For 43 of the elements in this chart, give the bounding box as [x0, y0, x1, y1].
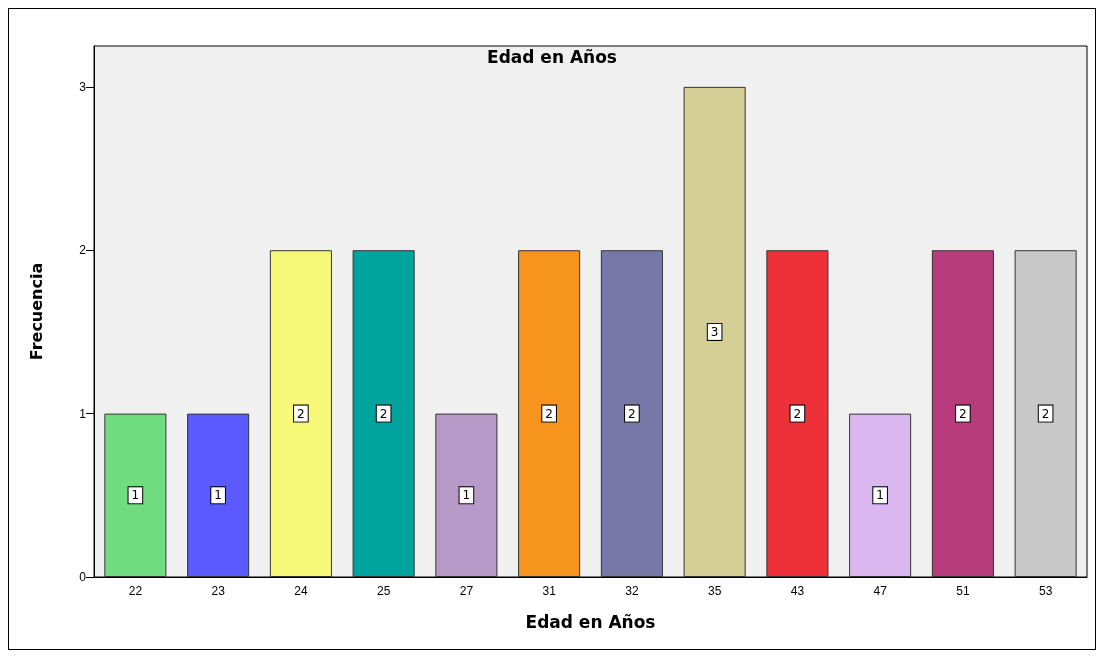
bar — [518, 250, 581, 577]
y-axis-title: Frecuencia — [26, 262, 46, 361]
bar — [104, 413, 167, 577]
x-tick-label: 32 — [625, 584, 639, 598]
y-tick-label: 3 — [79, 79, 87, 94]
x-tick-label: 31 — [542, 584, 557, 598]
data-label: 1 — [214, 488, 222, 503]
data-label: 1 — [876, 488, 884, 503]
y-tick-label: 1 — [79, 406, 87, 421]
y-tick-label: 0 — [79, 570, 87, 584]
chart-title: Edad en Años — [487, 46, 617, 67]
x-tick-label: 27 — [459, 584, 474, 598]
bar — [269, 250, 332, 577]
data-label: 2 — [379, 406, 388, 421]
x-axis-title: Edad en Años — [525, 611, 656, 632]
data-label: 2 — [1041, 406, 1050, 421]
x-tick-label: 23 — [211, 584, 226, 598]
bar — [600, 250, 663, 577]
bar — [1014, 250, 1077, 577]
bar — [435, 413, 498, 577]
data-label: 3 — [710, 324, 719, 339]
bar — [187, 413, 250, 577]
y-tick-label: 2 — [79, 243, 87, 258]
bar — [352, 250, 415, 577]
bar — [849, 413, 912, 577]
data-label: 2 — [297, 406, 305, 421]
bar — [683, 86, 746, 577]
x-tick-label: 43 — [790, 584, 805, 598]
x-tick-label: 22 — [128, 584, 143, 598]
bar — [766, 250, 829, 577]
x-tick-label: 51 — [956, 584, 970, 598]
data-label: 2 — [545, 406, 553, 421]
data-label: 1 — [131, 488, 140, 503]
x-tick-label: 53 — [1038, 584, 1053, 598]
data-label: 2 — [793, 406, 802, 421]
x-tick-label: 47 — [873, 584, 888, 598]
data-label: 2 — [959, 406, 967, 421]
x-tick-label: 35 — [707, 584, 722, 598]
bar — [931, 250, 994, 577]
x-tick-label: 24 — [294, 584, 308, 598]
data-label: 1 — [462, 488, 471, 503]
x-tick-label: 25 — [376, 584, 391, 598]
data-label: 2 — [628, 406, 636, 421]
